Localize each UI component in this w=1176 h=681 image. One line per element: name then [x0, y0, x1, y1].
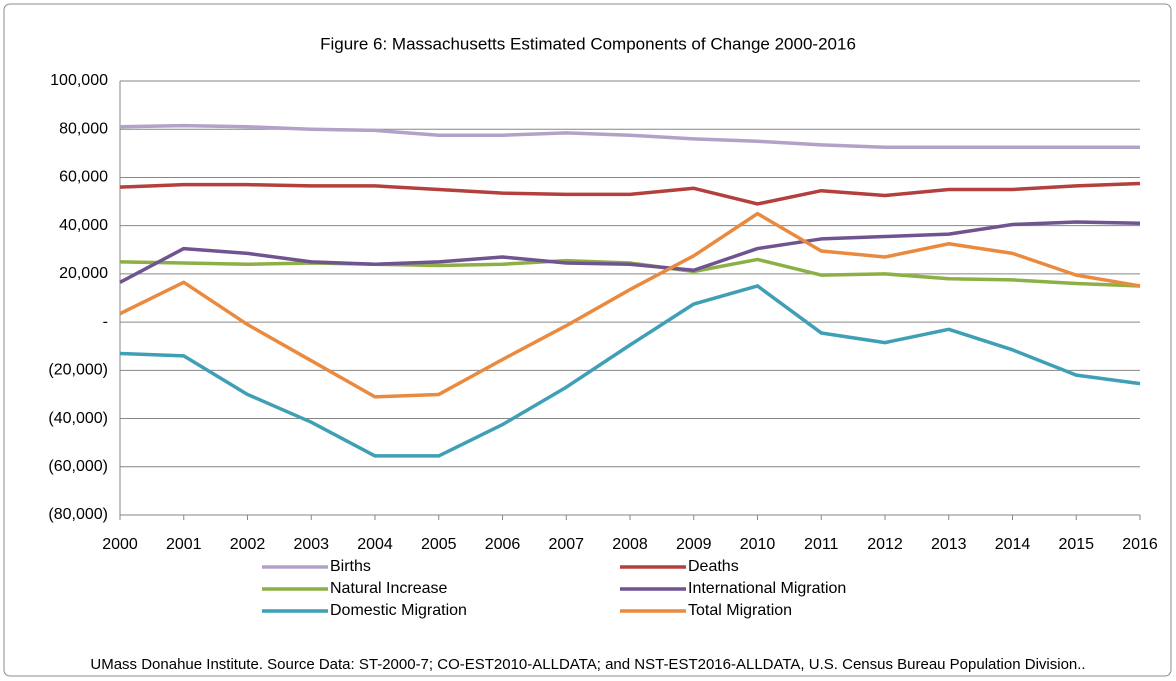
x-tick-label: 2009 [676, 536, 712, 553]
y-tick-label: (20,000) [48, 362, 108, 379]
legend-label: Domestic Migration [330, 602, 467, 619]
chart-border [3, 3, 1172, 677]
legend-label: Total Migration [688, 602, 792, 619]
x-tick-label: 2005 [421, 536, 457, 553]
x-tick-label: 2010 [740, 536, 776, 553]
x-tick-label: 2000 [102, 536, 138, 553]
y-tick-label: 20,000 [59, 265, 108, 282]
y-tick-label: 60,000 [59, 169, 108, 186]
y-tick-label: 80,000 [59, 120, 108, 137]
x-tick-label: 2004 [357, 536, 393, 553]
series-line [119, 123, 1140, 150]
series-line [119, 284, 1141, 458]
legend-label: Births [330, 558, 371, 575]
x-tick-label: 2002 [230, 536, 266, 553]
x-tick-label: 2015 [1058, 536, 1094, 553]
series-line [119, 220, 1141, 284]
x-tick-label: 2011 [804, 536, 839, 553]
x-tick-label: 2007 [548, 536, 584, 553]
y-tick-label: 100,000 [50, 72, 108, 89]
legend-label: International Migration [688, 580, 846, 597]
y-tick-label: (80,000) [48, 506, 108, 523]
y-tick-label: - [103, 313, 108, 330]
legend-label: Deaths [688, 558, 739, 575]
x-tick-label: 2006 [485, 536, 521, 553]
x-tick-label: 2012 [867, 536, 903, 553]
y-tick-label: (60,000) [48, 458, 108, 475]
chart-title: Figure 6: Massachusetts Estimated Compon… [320, 34, 856, 53]
x-tick-label: 2013 [931, 536, 967, 553]
x-tick-label: 2008 [612, 536, 648, 553]
y-tick-label: (40,000) [48, 410, 108, 427]
source-note: UMass Donahue Institute. Source Data: ST… [90, 656, 1085, 673]
y-tick-label: 40,000 [59, 217, 108, 234]
x-tick-label: 2014 [995, 536, 1031, 553]
series-line [119, 211, 1141, 399]
x-tick-label: 2003 [293, 536, 329, 553]
x-tick-label: 2001 [166, 536, 202, 553]
series-line [119, 181, 1141, 206]
x-tick-label: 2016 [1122, 536, 1158, 553]
legend-label: Natural Increase [330, 580, 447, 597]
